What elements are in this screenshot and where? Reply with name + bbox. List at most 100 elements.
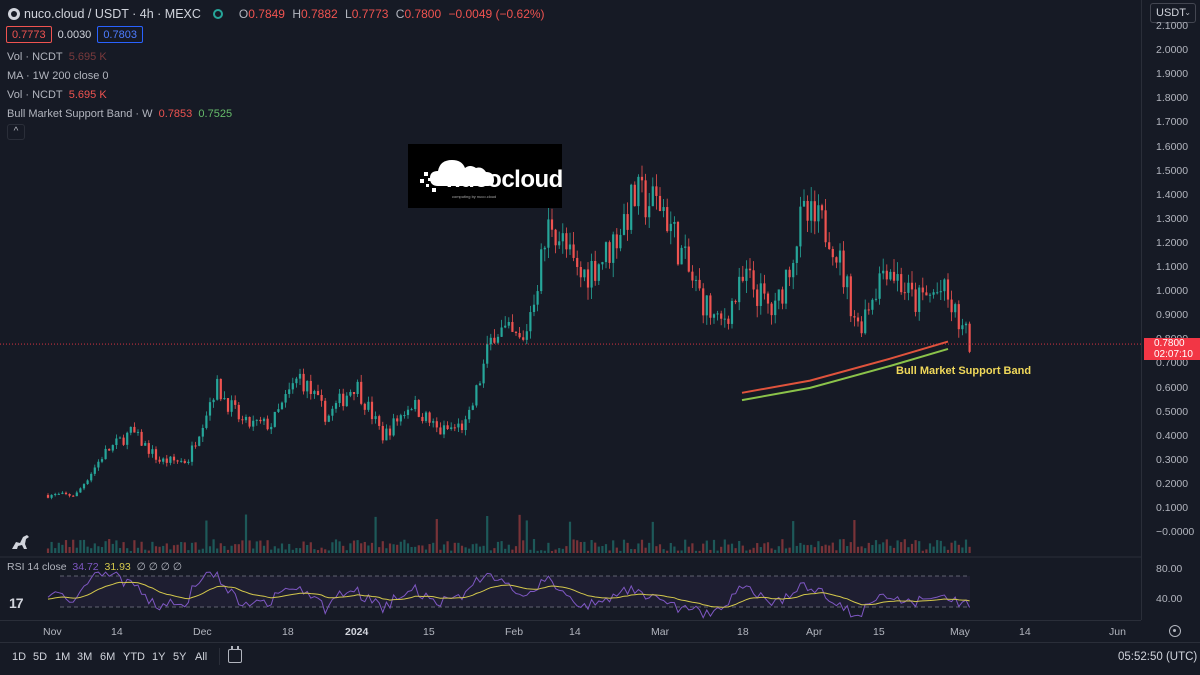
volume-bar xyxy=(705,540,708,553)
timeframe-button-1m[interactable]: 1M xyxy=(55,651,71,663)
volume-bar xyxy=(813,547,816,553)
volume-bar xyxy=(302,541,305,553)
utc-clock[interactable]: 05:52:50 (UTC) xyxy=(1118,651,1198,663)
volume-bar xyxy=(396,544,399,553)
timeframe-button-1y[interactable]: 1Y xyxy=(152,651,166,663)
candle-body xyxy=(712,314,716,318)
current-price-tag: 0.7800 02:07:10 xyxy=(1144,338,1200,360)
volume-bar xyxy=(788,547,791,553)
volume-bar xyxy=(568,521,572,553)
timeframe-button-ytd[interactable]: YTD xyxy=(123,651,145,663)
currency-selector[interactable]: USDT ⌄ xyxy=(1150,3,1196,23)
volume-bar xyxy=(741,545,744,553)
candle-body xyxy=(770,303,773,316)
volume-bar xyxy=(964,539,968,553)
volume-bar xyxy=(658,544,662,553)
gear-icon[interactable] xyxy=(1169,625,1181,637)
candle-body xyxy=(468,409,471,420)
volume-bar xyxy=(50,541,53,553)
timeframe-button-3m[interactable]: 3M xyxy=(77,651,93,663)
price-axis[interactable] xyxy=(1141,0,1200,620)
timeframe-button-5y[interactable]: 5Y xyxy=(173,651,187,663)
rsi-axis-tick: 40.00 xyxy=(1156,593,1183,605)
timeframe-button-6m[interactable]: 6M xyxy=(100,651,116,663)
candle-body xyxy=(662,207,665,211)
candle-body xyxy=(54,494,57,496)
candle-body xyxy=(194,445,197,447)
volume-bar xyxy=(331,542,334,553)
candle-body xyxy=(824,210,827,243)
volume-bar xyxy=(424,549,428,553)
candle-body xyxy=(381,425,384,441)
volume-bar xyxy=(291,549,294,553)
indicator-legend-volume-2[interactable]: Vol · NCDT 5.695 K xyxy=(7,89,107,101)
candle-body xyxy=(777,289,780,301)
candle-body xyxy=(309,380,312,395)
candle-body xyxy=(90,473,93,481)
candle-body xyxy=(172,456,176,461)
candle-body xyxy=(558,241,561,246)
candle-body xyxy=(234,400,237,405)
candle-body xyxy=(475,385,478,406)
volume-bar xyxy=(522,540,525,553)
candle-body xyxy=(680,247,683,265)
volume-bar xyxy=(140,541,143,553)
candle-body xyxy=(378,416,381,426)
candle-body xyxy=(532,304,536,313)
indicator-value: 5.695 K xyxy=(68,51,107,63)
volume-bar xyxy=(151,541,154,553)
indicator-legend-ma[interactable]: MA · 1W 200 close 0 xyxy=(7,70,109,82)
volume-bar xyxy=(648,542,651,553)
candle-body xyxy=(871,299,874,310)
buy-price-button[interactable]: 0.7803 xyxy=(97,26,143,43)
volume-bar xyxy=(154,546,158,553)
timeframe-button-5d[interactable]: 5D xyxy=(33,651,48,663)
timeframe-button-1d[interactable]: 1D xyxy=(12,651,27,663)
price-chart[interactable] xyxy=(0,0,1141,620)
volume-bar xyxy=(633,549,636,553)
indicator-legend-bull-band[interactable]: Bull Market Support Band · W 0.7853 0.75… xyxy=(7,108,232,120)
symbol-title[interactable]: nuco.cloud / USDT · 4h · MEXC xyxy=(24,7,201,21)
candle-body xyxy=(608,242,611,263)
volume-bar xyxy=(414,546,417,553)
candle-body xyxy=(954,304,957,313)
volume-bar xyxy=(903,539,906,553)
time-axis[interactable] xyxy=(0,620,1141,642)
rsi-legend[interactable]: RSI 14 close 34.72 31.93 ∅ ∅ ∅ ∅ xyxy=(7,561,182,573)
candle-body xyxy=(673,222,676,224)
timeframe-button-all[interactable]: All xyxy=(195,651,208,663)
volume-bar xyxy=(669,542,672,553)
price-axis-tick: 1.6000 xyxy=(1156,140,1189,153)
indicator-name: Vol · NCDT xyxy=(7,89,63,101)
indicator-value-lower: 0.7525 xyxy=(198,108,233,120)
volume-bar xyxy=(712,539,716,553)
indicator-legend-volume-1[interactable]: Vol · NCDT 5.695 K xyxy=(7,51,107,63)
collapse-legend-button[interactable]: ^ xyxy=(7,124,25,140)
volume-bar xyxy=(914,540,917,553)
sell-price-button[interactable]: 0.7773 xyxy=(6,26,52,43)
volume-bar xyxy=(147,550,150,553)
rsi-axis-tick: 80.00 xyxy=(1156,563,1183,575)
volume-bar xyxy=(622,539,626,553)
candle-body xyxy=(284,394,287,403)
candle-body xyxy=(799,206,802,247)
time-axis-tick: 14 xyxy=(569,626,581,638)
volume-bar xyxy=(756,543,759,553)
candle-body xyxy=(932,292,935,295)
symbol-header: nuco.cloud / USDT · 4h · MEXC O0.7849 H0… xyxy=(8,5,545,23)
volume-bar xyxy=(450,550,453,553)
candle-body xyxy=(230,400,233,412)
volume-bar xyxy=(370,542,374,553)
calendar-icon[interactable] xyxy=(228,646,242,663)
candle-body xyxy=(702,288,705,316)
candle-body xyxy=(410,409,413,411)
candle-body xyxy=(248,416,251,427)
volume-bar xyxy=(504,548,507,553)
candle-body xyxy=(622,214,626,235)
tradingview-logo[interactable]: 17 xyxy=(9,595,24,611)
volume-bar xyxy=(378,547,381,553)
volume-bar xyxy=(511,549,514,553)
support-band-annotation: Bull Market Support Band xyxy=(896,365,1032,377)
volume-bar xyxy=(298,548,302,553)
